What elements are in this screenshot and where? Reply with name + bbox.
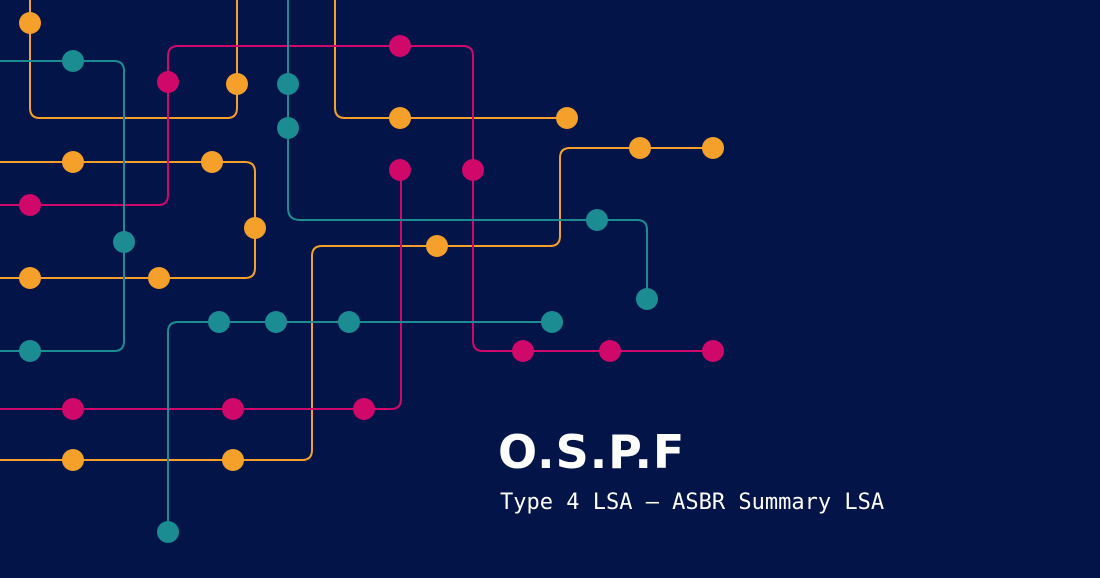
- page-title: O.S.P.F: [498, 425, 686, 479]
- orange-paths: [0, 0, 713, 461]
- magenta-paths: [0, 45, 713, 410]
- teal-paths: [0, 0, 648, 532]
- orange-nodes: [19, 12, 724, 471]
- page-subtitle: Type 4 LSA – ASBR Summary LSA: [500, 490, 885, 515]
- teal-nodes: [19, 50, 658, 543]
- magenta-nodes: [19, 35, 724, 420]
